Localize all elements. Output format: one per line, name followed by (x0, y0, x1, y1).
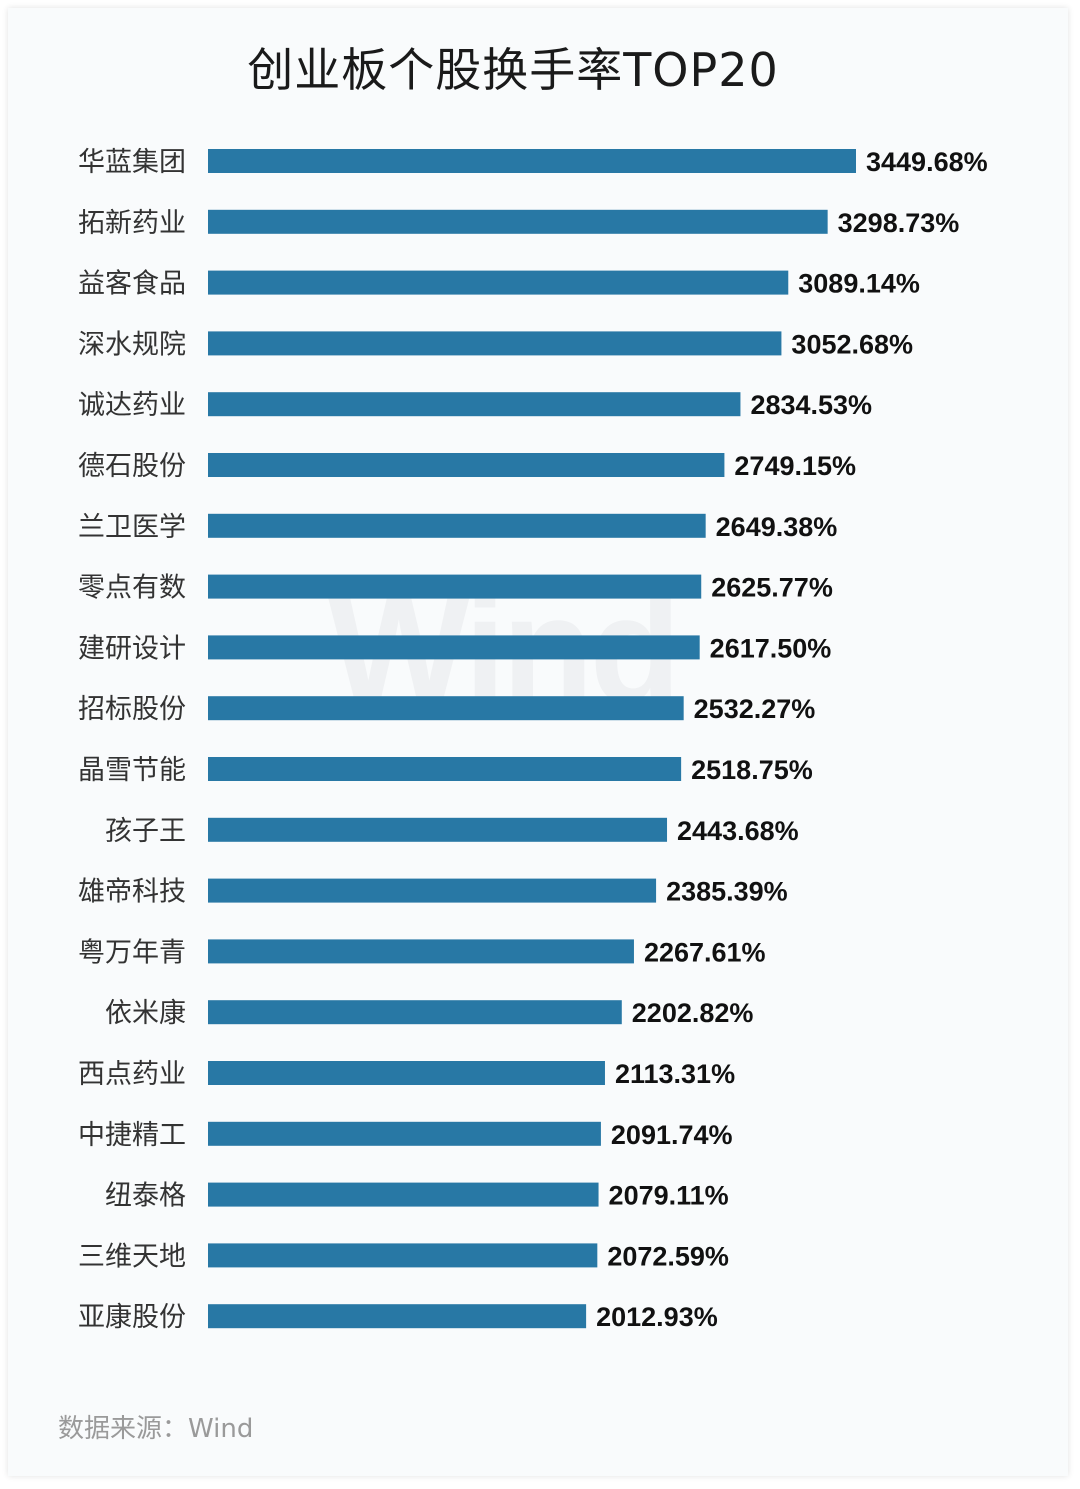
data-label: 2749.15% (734, 451, 856, 481)
category-label: 德石股份 (78, 451, 186, 482)
data-label: 3089.14% (798, 269, 920, 299)
data-label: 2072.59% (607, 1241, 729, 1271)
data-label: 2385.39% (666, 877, 788, 907)
data-label: 2113.31% (615, 1059, 735, 1089)
data-label: 2649.38% (716, 512, 838, 542)
data-label: 2267.61% (644, 937, 766, 967)
bar (208, 392, 741, 417)
category-label: 西点药业 (78, 1059, 186, 1090)
bar (208, 453, 725, 477)
data-source-note: 数据来源：Wind (58, 1414, 254, 1444)
bar (208, 1182, 599, 1207)
category-label: 零点有数 (78, 573, 186, 604)
bar (208, 696, 684, 721)
category-label: 三维天地 (78, 1241, 186, 1272)
category-label: 华蓝集团 (78, 147, 186, 178)
bar (208, 149, 856, 173)
category-label: 中捷精工 (78, 1120, 186, 1151)
bar (208, 1121, 601, 1146)
bar (208, 1243, 598, 1268)
bar-chart: 华蓝集团 3449.68% 拓新药业 3298.73% 益客食品 3089.14% 深水规院… (78, 147, 988, 1333)
data-label: 3449.68% (866, 147, 988, 177)
data-label: 2625.77% (711, 573, 833, 603)
bar (208, 1000, 622, 1025)
bar (208, 635, 700, 660)
bar (208, 331, 782, 356)
category-label: 晶雪节能 (78, 755, 186, 786)
category-label: 孩子王 (105, 816, 186, 847)
category-label: 纽泰格 (105, 1181, 186, 1212)
category-label: 深水规院 (78, 329, 186, 360)
bar (208, 878, 657, 903)
category-label: 兰卫医学 (78, 512, 186, 543)
bar (208, 757, 682, 781)
data-label: 2091.74% (611, 1120, 733, 1150)
bar (208, 270, 789, 295)
data-label: 2443.68% (677, 816, 799, 846)
category-label: 建研设计 (78, 633, 186, 664)
bar (208, 1061, 605, 1085)
bar (208, 1304, 587, 1329)
data-label: 2012.93% (596, 1302, 718, 1332)
bar (208, 209, 828, 234)
chart-title: 创业板个股换手率TOP20 (247, 43, 779, 97)
data-label: 3298.73% (838, 208, 960, 238)
category-label: 粤万年青 (78, 937, 186, 968)
category-label: 依米康 (105, 998, 186, 1029)
bar (208, 817, 668, 842)
bar (208, 939, 634, 964)
category-label: 诚达药业 (78, 390, 186, 421)
data-label: 2834.53% (750, 390, 872, 420)
data-label: 3052.68% (791, 329, 913, 359)
category-label: 招标股份 (78, 694, 186, 725)
data-label: 2518.75% (691, 755, 813, 785)
chart-card: 创业板个股换手率TOP20 Wind 华蓝集团 3449.68% 拓新药业 3298.… (8, 8, 1068, 1476)
bar (208, 574, 702, 599)
bar (208, 513, 706, 538)
data-label: 2617.50% (710, 633, 832, 663)
category-label: 益客食品 (78, 269, 186, 300)
category-label: 拓新药业 (78, 208, 186, 239)
data-label: 2532.27% (694, 694, 816, 724)
category-label: 雄帝科技 (78, 877, 186, 908)
data-label: 2202.82% (632, 998, 754, 1028)
category-label: 亚康股份 (78, 1302, 186, 1333)
data-label: 2079.11% (609, 1181, 729, 1211)
